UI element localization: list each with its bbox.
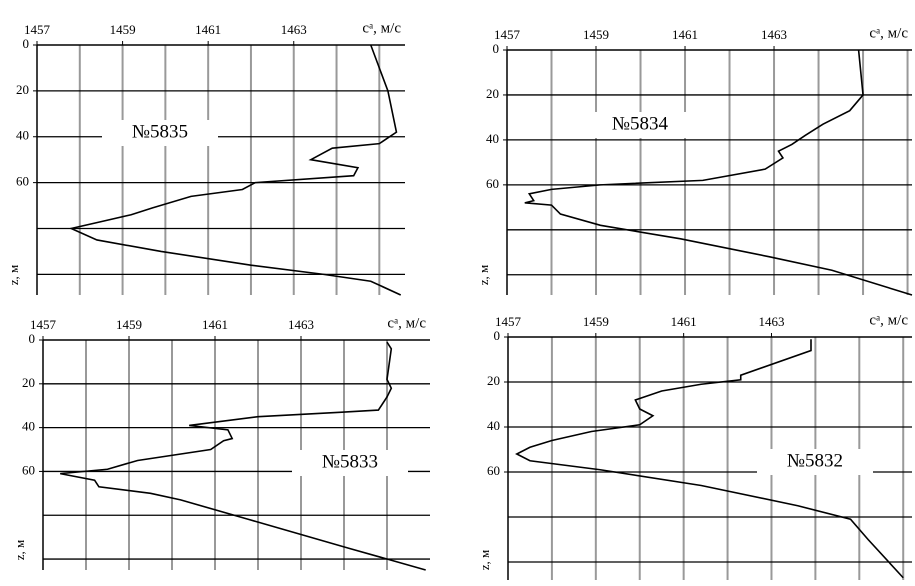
y-tick-label: 0 [23,36,30,51]
y-axis-label: z, м [12,540,27,561]
annotation: №5832 [787,450,843,471]
x-tick-label: 1457 [495,314,522,329]
annotation-bg [582,112,698,138]
y-tick-label: 0 [494,328,501,343]
x-tick-label: 1459 [583,314,609,329]
x-tick-label: 1461 [672,27,698,42]
x-tick-label: 1459 [583,27,609,42]
y-tick-label: 60 [22,462,35,477]
x-tick-label: 1461 [195,22,221,37]
y-axis-label: z, м [476,265,491,286]
profile-line [524,49,913,296]
y-tick-label: 20 [486,86,499,101]
annotation: №5833 [322,451,378,472]
x-axis-label: cᵃ, м/с [869,312,908,328]
x-axis-label: cᵃ, м/с [869,25,908,41]
x-tick-label: 1463 [758,314,784,329]
y-tick-label: 0 [29,331,36,346]
profile-line [60,341,426,571]
x-tick-label: 1459 [110,22,136,37]
annotation-bg [757,449,873,475]
x-tick-label: 1461 [202,317,228,332]
annotation-bg [102,120,218,146]
x-tick-label: 1461 [671,314,697,329]
y-tick-label: 60 [16,174,29,189]
x-axis-label: cᵃ, м/с [362,20,401,36]
y-tick-label: 40 [486,131,499,146]
profile-line [68,44,402,296]
annotation-bg [292,450,408,476]
y-tick-label: 20 [487,373,500,388]
profile-line [515,339,904,579]
x-tick-label: 1463 [281,22,307,37]
y-tick-label: 20 [22,375,35,390]
x-tick-label: 1459 [116,317,142,332]
y-tick-label: 60 [487,463,500,478]
y-axis-label: z, м [6,265,21,286]
y-tick-label: 40 [487,418,500,433]
y-tick-label: 0 [493,41,500,56]
y-tick-label: 40 [22,419,35,434]
y-tick-label: 40 [16,128,29,143]
x-tick-label: 1457 [30,317,57,332]
annotation: №5834 [612,113,669,134]
y-tick-label: 20 [16,82,29,97]
x-tick-label: 1463 [288,317,314,332]
y-axis-label: z, м [477,550,492,571]
x-tick-label: 1463 [761,27,787,42]
y-tick-label: 60 [486,176,499,191]
x-tick-label: 1457 [24,22,51,37]
x-tick-label: 1457 [494,27,521,42]
annotation: №5835 [132,121,188,142]
x-axis-label: cᵃ, м/с [387,315,426,331]
